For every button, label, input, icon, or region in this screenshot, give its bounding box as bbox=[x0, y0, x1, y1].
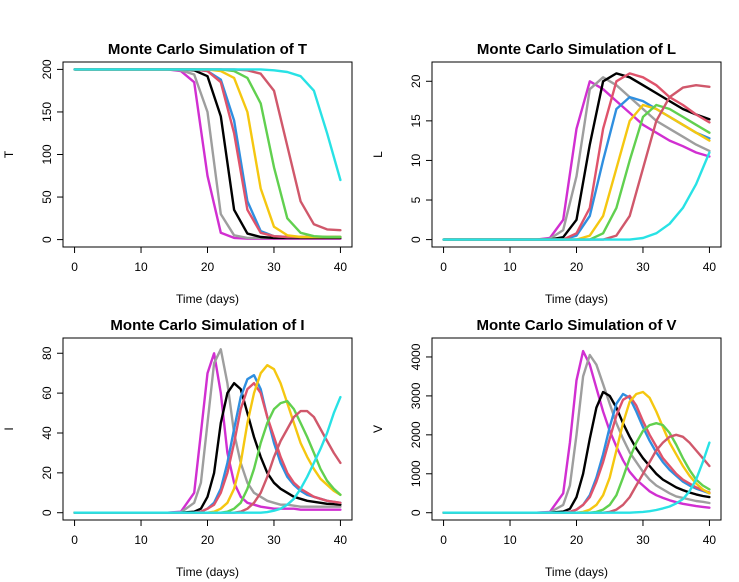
y-tick-label: 0 bbox=[40, 236, 54, 243]
chart-title: Monte Carlo Simulation of T bbox=[108, 41, 307, 58]
chart-title: Monte Carlo Simulation of L bbox=[477, 41, 676, 58]
y-tick-label: 0 bbox=[409, 509, 423, 516]
x-tick-label: 20 bbox=[570, 533, 584, 547]
x-axis-label: Time (days) bbox=[545, 292, 608, 306]
x-tick-label: 40 bbox=[334, 260, 348, 274]
y-tick-label: 50 bbox=[40, 190, 54, 204]
series-line-5 bbox=[73, 68, 342, 239]
series-line-3 bbox=[73, 382, 342, 514]
y-tick-label: 4000 bbox=[409, 343, 423, 370]
x-tick-label: 40 bbox=[703, 260, 717, 274]
series-line-3 bbox=[73, 68, 342, 240]
y-tick-label: 80 bbox=[40, 346, 54, 360]
x-tick-label: 30 bbox=[267, 260, 281, 274]
panel-2: Monte Carlo Simulation of L 0 10 20 30 40 0 5 10… bbox=[371, 41, 722, 306]
series-line-6 bbox=[73, 68, 342, 239]
y-axis-label: L bbox=[371, 151, 385, 158]
chart-title: Monte Carlo Simulation of I bbox=[110, 317, 304, 334]
series-line-9 bbox=[442, 441, 711, 514]
y-axis-label: I bbox=[2, 427, 16, 430]
x-tick-label: 20 bbox=[201, 533, 215, 547]
x-tick-label: 0 bbox=[71, 260, 78, 274]
series-line-3 bbox=[442, 390, 711, 514]
y-tick-label: 10 bbox=[409, 153, 423, 167]
series-line-2 bbox=[73, 68, 342, 240]
series-line-9 bbox=[442, 151, 711, 241]
y-tick-label: 60 bbox=[40, 386, 54, 400]
x-tick-label: 0 bbox=[71, 533, 78, 547]
x-axis-label: Time (days) bbox=[176, 292, 239, 306]
x-tick-label: 10 bbox=[503, 533, 517, 547]
chart-title: Monte Carlo Simulation of V bbox=[476, 317, 676, 334]
y-axis-label: T bbox=[2, 150, 16, 158]
x-tick-label: 0 bbox=[440, 260, 447, 274]
x-tick-label: 10 bbox=[503, 260, 517, 274]
y-axis-label: V bbox=[371, 425, 385, 433]
series-line-8 bbox=[73, 68, 342, 232]
plot-frame bbox=[62, 61, 353, 248]
series-line-9 bbox=[73, 395, 342, 514]
y-tick-label: 20 bbox=[409, 74, 423, 88]
series-line-9 bbox=[73, 68, 342, 182]
y-tick-label: 200 bbox=[40, 59, 54, 79]
x-tick-label: 30 bbox=[636, 260, 650, 274]
y-tick-label: 5 bbox=[409, 196, 423, 203]
x-tick-label: 20 bbox=[570, 260, 584, 274]
x-tick-label: 10 bbox=[134, 260, 148, 274]
y-tick-label: 20 bbox=[40, 466, 54, 480]
x-axis-label: Time (days) bbox=[176, 565, 239, 579]
y-tick-label: 0 bbox=[40, 509, 54, 516]
x-axis-label: Time (days) bbox=[545, 565, 608, 579]
y-tick-label: 100 bbox=[40, 144, 54, 164]
x-tick-label: 30 bbox=[636, 533, 650, 547]
x-tick-label: 10 bbox=[134, 533, 148, 547]
series-line-4 bbox=[73, 68, 342, 239]
y-tick-label: 1000 bbox=[409, 460, 423, 487]
x-tick-label: 30 bbox=[267, 533, 281, 547]
y-tick-label: 2000 bbox=[409, 421, 423, 448]
series-line-7 bbox=[73, 68, 342, 239]
y-tick-label: 15 bbox=[409, 114, 423, 128]
y-tick-label: 0 bbox=[409, 236, 423, 243]
y-tick-label: 40 bbox=[40, 426, 54, 440]
x-tick-label: 40 bbox=[703, 533, 717, 547]
x-tick-label: 20 bbox=[201, 260, 215, 274]
panel-4: Monte Carlo Simulation of V 0 10 20 30 40 0 100… bbox=[371, 317, 722, 579]
x-tick-label: 40 bbox=[334, 533, 348, 547]
y-tick-label: 150 bbox=[40, 102, 54, 122]
series-line-1 bbox=[73, 68, 342, 240]
panel-1: Monte Carlo Simulation of T 0 10 20 30 40 0 50 1… bbox=[2, 41, 353, 306]
panel-3: Monte Carlo Simulation of I 0 10 20 30 40 0 20 4… bbox=[2, 317, 353, 579]
x-tick-label: 0 bbox=[440, 533, 447, 547]
y-tick-label: 3000 bbox=[409, 382, 423, 409]
